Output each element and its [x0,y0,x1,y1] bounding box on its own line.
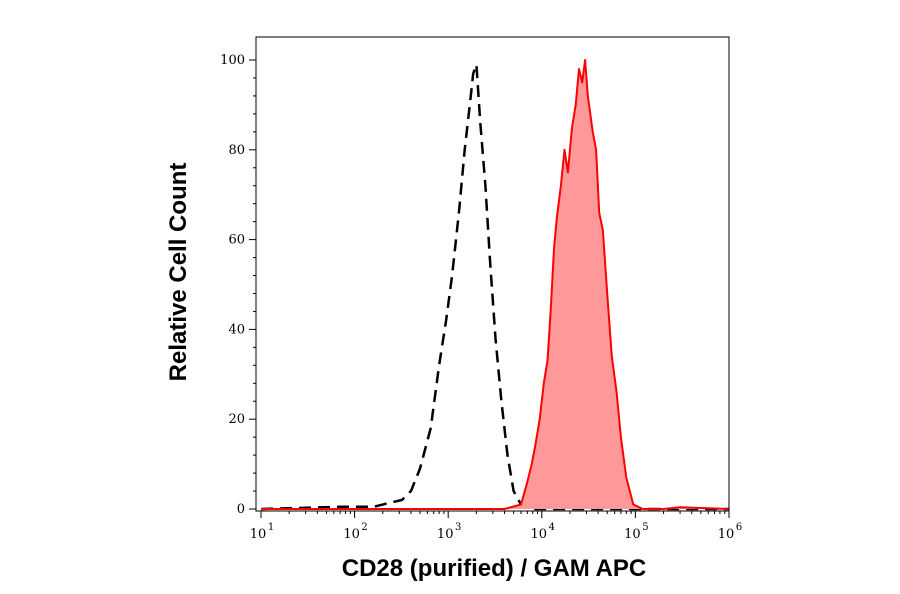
y-tick-label: 40 [228,322,245,337]
x-tick-exponent: 4 [549,522,555,533]
y-tick-label: 20 [228,412,245,427]
series-0-line [260,63,729,511]
plot-frame [255,36,730,512]
x-tick-label: 10 [624,527,641,542]
y-axis: 0 20 40 60 80 100 [220,53,256,517]
y-tick-label: 0 [237,502,245,517]
y-tick-label: 60 [228,233,245,248]
x-axis-title: CD28 (purified) / GAM APC [342,555,646,582]
x-tick-label: 10 [437,527,454,542]
x-tick-exponent: 1 [268,522,274,533]
x-tick-exponent: 2 [361,522,367,533]
x-axis: 10 1 10 2 10 3 10 4 10 5 10 6 [250,511,742,542]
x-tick-exponent: 6 [736,522,742,533]
x-tick-exponent: 5 [642,522,648,533]
series-layer [260,59,730,511]
x-tick-label: 10 [343,527,360,542]
x-tick-label: 10 [531,527,548,542]
series-1-fill [261,60,729,509]
y-tick-label: 100 [220,53,245,68]
y-tick-label: 80 [228,143,245,158]
series-1-line [261,59,730,510]
x-tick-label: 10 [718,527,735,542]
x-tick-label: 10 [250,527,267,542]
x-tick-exponent: 3 [455,522,461,533]
y-axis-title: Relative Cell Count [165,163,192,382]
